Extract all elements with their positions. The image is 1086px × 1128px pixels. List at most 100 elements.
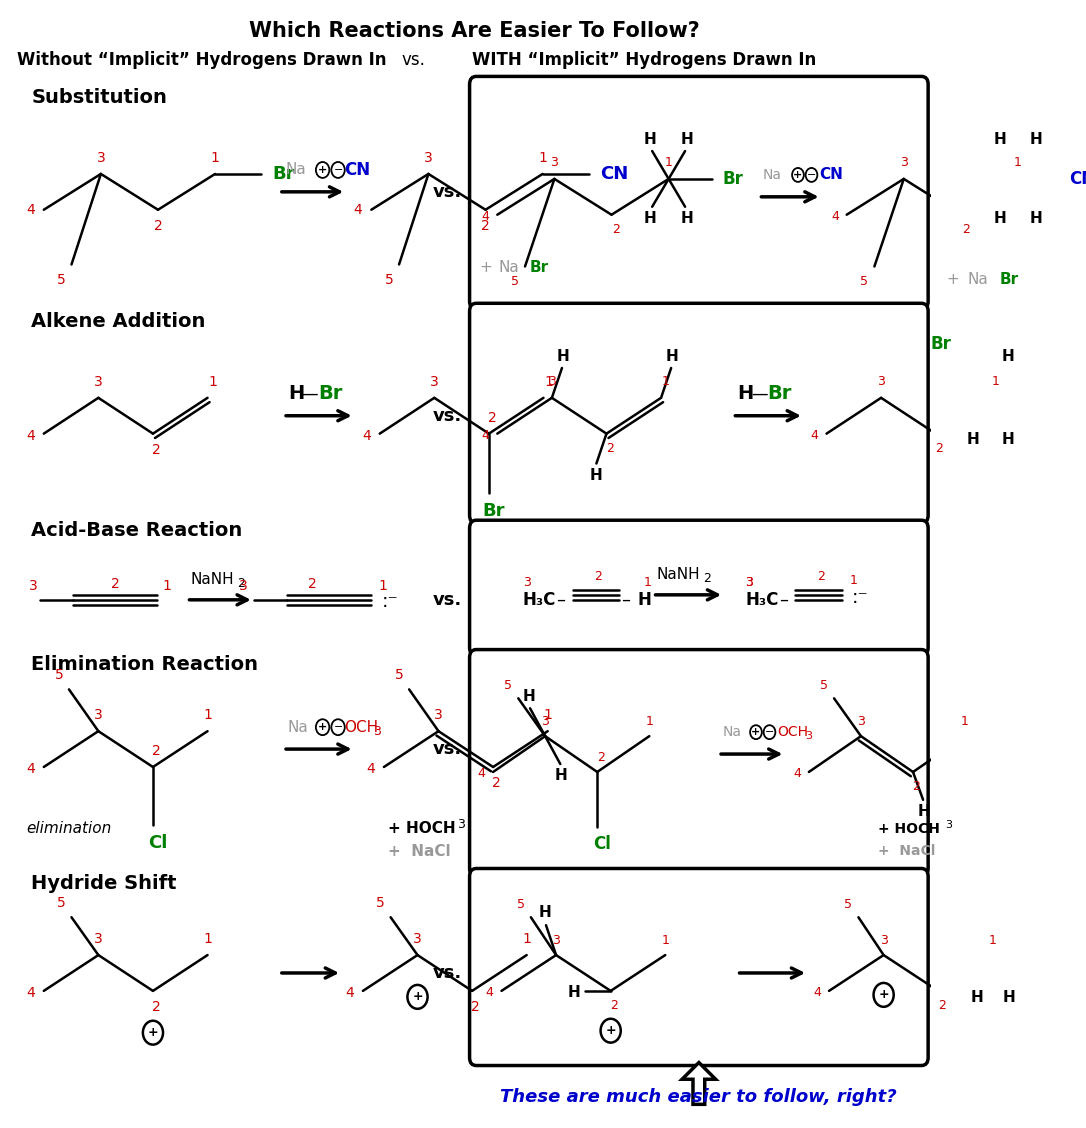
Text: 3: 3 — [413, 932, 421, 946]
Text: vs.: vs. — [432, 407, 462, 425]
Text: 2: 2 — [703, 572, 711, 585]
Text: Which Reactions Are Easier To Follow?: Which Reactions Are Easier To Follow? — [250, 20, 700, 41]
Text: 4: 4 — [26, 203, 35, 217]
Text: +: + — [946, 272, 959, 287]
Text: 4: 4 — [354, 203, 363, 217]
Text: 3: 3 — [877, 376, 885, 388]
Text: 5: 5 — [820, 679, 828, 691]
Text: 3: 3 — [94, 932, 103, 946]
Text: 2: 2 — [152, 744, 161, 758]
Text: Br: Br — [482, 502, 505, 520]
Text: 5: 5 — [384, 273, 393, 288]
Text: Cl: Cl — [593, 835, 611, 853]
Text: 5: 5 — [844, 898, 853, 910]
Text: +: + — [752, 728, 760, 738]
Text: 4: 4 — [811, 429, 819, 442]
Text: 1: 1 — [522, 932, 531, 946]
Text: Na: Na — [968, 272, 988, 287]
Text: Acid-Base Reaction: Acid-Base Reaction — [31, 521, 242, 539]
Text: 3: 3 — [880, 934, 887, 946]
Text: Br: Br — [722, 170, 743, 188]
Text: 4: 4 — [366, 763, 375, 776]
Text: 1: 1 — [379, 579, 388, 593]
Text: 3: 3 — [97, 151, 105, 165]
Text: 3: 3 — [29, 579, 38, 593]
Text: 3: 3 — [745, 576, 754, 590]
Text: 2: 2 — [492, 776, 501, 790]
Text: 2: 2 — [237, 578, 244, 590]
Text: +: + — [318, 722, 327, 732]
Text: :⁻: :⁻ — [851, 589, 869, 607]
Text: Br: Br — [931, 335, 951, 353]
Text: elimination: elimination — [26, 821, 112, 836]
Text: 3: 3 — [857, 715, 864, 728]
Text: NaNH: NaNH — [657, 567, 700, 582]
Text: H: H — [918, 804, 931, 819]
Text: 2: 2 — [613, 223, 620, 236]
Text: H: H — [666, 349, 679, 363]
Text: +: + — [605, 1024, 616, 1037]
Text: Alkene Addition: Alkene Addition — [31, 311, 205, 331]
Text: Br: Br — [768, 385, 792, 404]
Text: −: − — [807, 170, 817, 180]
Text: 3: 3 — [239, 579, 248, 593]
Text: 2: 2 — [817, 571, 824, 583]
Text: H: H — [737, 385, 754, 404]
Text: 3: 3 — [745, 576, 754, 590]
Text: H: H — [971, 990, 983, 1005]
Text: 1: 1 — [644, 576, 652, 590]
Text: 2: 2 — [471, 999, 480, 1014]
Text: 3: 3 — [946, 820, 952, 830]
Text: Br: Br — [318, 385, 343, 404]
Text: 5: 5 — [58, 273, 66, 288]
Text: 4: 4 — [793, 767, 801, 781]
Text: 5: 5 — [504, 679, 513, 691]
Text: 2: 2 — [962, 223, 970, 236]
Text: Na: Na — [288, 720, 308, 734]
Polygon shape — [682, 1063, 716, 1104]
Text: Na: Na — [722, 725, 742, 739]
Text: 5: 5 — [517, 898, 525, 910]
Text: CN: CN — [344, 161, 370, 179]
Text: 1: 1 — [544, 374, 553, 389]
Text: 4: 4 — [485, 986, 494, 999]
Text: 1: 1 — [211, 151, 219, 165]
Text: H: H — [637, 591, 652, 609]
Text: 3: 3 — [424, 151, 433, 165]
Text: 3: 3 — [552, 934, 560, 946]
Text: 4: 4 — [481, 210, 490, 223]
Text: 3: 3 — [94, 374, 103, 389]
Text: +: + — [148, 1026, 159, 1039]
Text: +: + — [794, 170, 803, 180]
Text: 3: 3 — [374, 724, 381, 738]
FancyBboxPatch shape — [469, 303, 929, 523]
Text: H: H — [288, 385, 304, 404]
Text: +: + — [879, 988, 889, 1002]
Text: H: H — [1030, 211, 1043, 227]
Text: 1: 1 — [1014, 157, 1022, 169]
Text: 1: 1 — [665, 157, 672, 169]
Text: +: + — [318, 165, 327, 175]
Text: vs.: vs. — [432, 740, 462, 758]
Text: 1: 1 — [209, 374, 217, 389]
Text: 4: 4 — [362, 429, 370, 442]
Text: 5: 5 — [860, 275, 869, 288]
Text: H: H — [1001, 432, 1014, 447]
Text: 5: 5 — [54, 669, 63, 682]
Text: –: – — [557, 591, 566, 609]
FancyBboxPatch shape — [469, 77, 929, 309]
Text: −: − — [765, 728, 774, 738]
Text: 2: 2 — [594, 571, 602, 583]
Text: 2: 2 — [606, 442, 614, 455]
Text: + HOCH: + HOCH — [877, 821, 939, 836]
Text: 1: 1 — [662, 376, 670, 388]
Text: 4: 4 — [831, 210, 838, 223]
Text: 4: 4 — [26, 763, 35, 776]
Text: WITH “Implicit” Hydrogens Drawn In: WITH “Implicit” Hydrogens Drawn In — [472, 52, 817, 70]
Text: H: H — [644, 132, 657, 147]
Text: Elimination Reaction: Elimination Reaction — [31, 655, 258, 675]
Text: +: + — [413, 990, 422, 1004]
Text: 2: 2 — [481, 219, 490, 232]
Text: vs.: vs. — [432, 964, 462, 982]
Text: 3: 3 — [94, 708, 103, 722]
